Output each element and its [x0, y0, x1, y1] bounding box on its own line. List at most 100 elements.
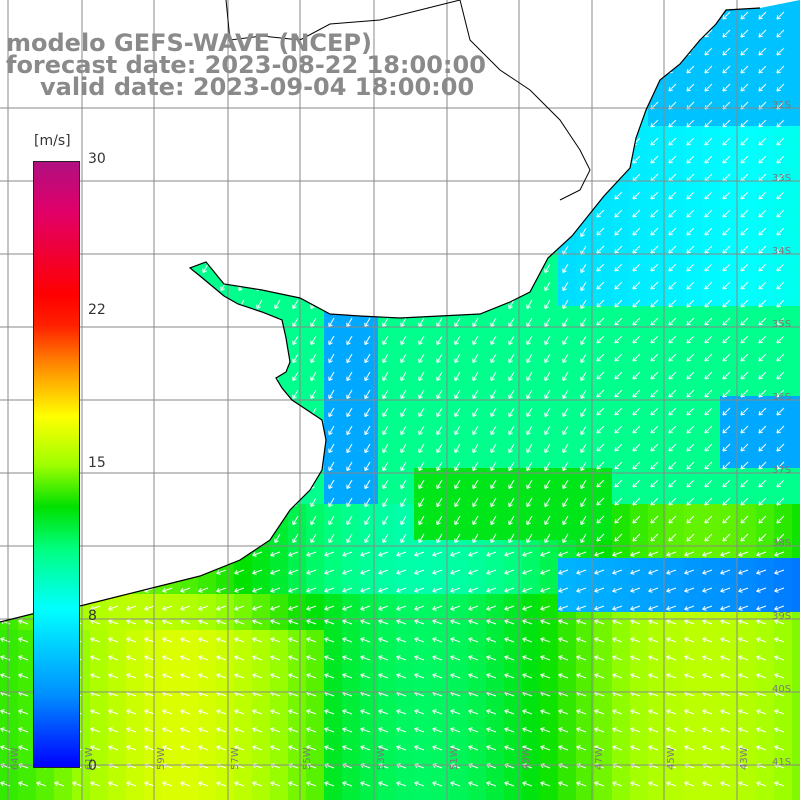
field-cell: [666, 648, 685, 667]
field-cell: [144, 612, 163, 631]
wind-arrow: [184, 263, 191, 274]
field-cell: [666, 126, 685, 145]
wind-arrow: [776, 317, 785, 326]
wind-arrow: [508, 209, 515, 220]
field-cell: [198, 504, 217, 523]
field-cell: [540, 378, 559, 397]
wind-arrow: [256, 479, 263, 490]
lon-label: 64W: [10, 747, 21, 770]
field-cell: [90, 198, 109, 217]
field-cell: [576, 792, 595, 800]
field-cell: [720, 324, 739, 343]
field-cell: [720, 90, 739, 109]
field-cell: [540, 774, 559, 793]
wind-arrow: [94, 227, 101, 238]
field-cell: [648, 630, 667, 649]
field-cell: [684, 90, 703, 109]
field-cell: [756, 450, 775, 469]
wind-arrow: [400, 227, 407, 238]
wind-arrow: [704, 65, 713, 74]
field-cell: [594, 396, 613, 415]
field-cell: [576, 522, 595, 541]
field-cell: [720, 702, 739, 721]
wind-arrow: [130, 389, 137, 400]
wind-arrow: [274, 101, 281, 112]
field-cell: [450, 288, 469, 307]
wind-arrow: [4, 461, 11, 472]
field-cell: [180, 504, 199, 523]
field-cell: [486, 522, 505, 541]
field-cell: [414, 468, 433, 487]
wind-arrow: [310, 335, 317, 346]
wind-arrow: [686, 11, 695, 20]
field-cell: [234, 648, 253, 667]
wind-arrow: [472, 335, 479, 346]
field-cell: [684, 198, 703, 217]
wind-arrow: [22, 317, 29, 328]
field-cell: [414, 270, 433, 289]
field-cell: [396, 126, 415, 145]
wind-arrow: [256, 353, 263, 364]
wind-arrow: [162, 569, 173, 575]
wind-arrow: [722, 227, 731, 236]
wind-arrow: [112, 137, 119, 148]
wind-arrow: [346, 11, 353, 22]
field-cell: [630, 162, 649, 181]
field-cell: [252, 126, 271, 145]
field-cell: [756, 504, 775, 523]
field-cell: [666, 666, 685, 685]
wind-arrow: [148, 353, 155, 364]
field-cell: [450, 198, 469, 217]
field-cell: [198, 162, 217, 181]
wind-arrow: [346, 263, 353, 274]
field-cell: [126, 540, 145, 559]
field-cell: [450, 0, 469, 19]
field-cell: [630, 180, 649, 199]
field-cell: [684, 54, 703, 73]
field-cell: [468, 144, 487, 163]
field-cell: [756, 18, 775, 37]
field-cell: [648, 216, 667, 235]
field-cell: [684, 324, 703, 343]
field-cell: [774, 360, 793, 379]
field-cell: [378, 234, 397, 253]
wind-arrow: [144, 551, 155, 557]
wind-arrow: [94, 245, 101, 256]
wind-arrow: [328, 119, 335, 130]
field-cell: [288, 666, 307, 685]
field-cell: [774, 378, 793, 397]
field-cell: [522, 72, 541, 91]
field-cell: [792, 234, 800, 253]
field-cell: [738, 486, 757, 505]
field-cell: [126, 666, 145, 685]
field-cell: [306, 648, 325, 667]
field-cell: [756, 72, 775, 91]
wind-arrow: [400, 137, 407, 148]
field-cell: [522, 450, 541, 469]
wind-arrow: [256, 515, 263, 526]
field-cell: [324, 666, 343, 685]
field-cell: [396, 198, 415, 217]
field-cell: [108, 486, 127, 505]
field-cell: [198, 486, 217, 505]
wind-arrow: [112, 515, 119, 526]
field-cell: [540, 72, 559, 91]
wind-arrow: [166, 353, 173, 364]
wind-arrow: [184, 11, 191, 22]
field-cell: [270, 198, 289, 217]
wind-arrow: [596, 119, 605, 128]
field-cell: [774, 72, 793, 91]
wind-arrow: [364, 299, 371, 310]
field-cell: [450, 18, 469, 37]
wind-arrow: [22, 335, 29, 346]
field-cell: [432, 468, 451, 487]
field-cell: [702, 612, 721, 631]
field-cell: [522, 738, 541, 757]
field-cell: [216, 468, 235, 487]
field-cell: [162, 486, 181, 505]
field-cell: [774, 684, 793, 703]
field-cell: [126, 234, 145, 253]
field-cell: [594, 378, 613, 397]
field-cell: [324, 126, 343, 145]
field-cell: [18, 90, 37, 109]
